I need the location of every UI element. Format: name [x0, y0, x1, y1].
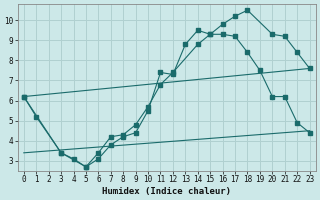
- X-axis label: Humidex (Indice chaleur): Humidex (Indice chaleur): [102, 187, 231, 196]
